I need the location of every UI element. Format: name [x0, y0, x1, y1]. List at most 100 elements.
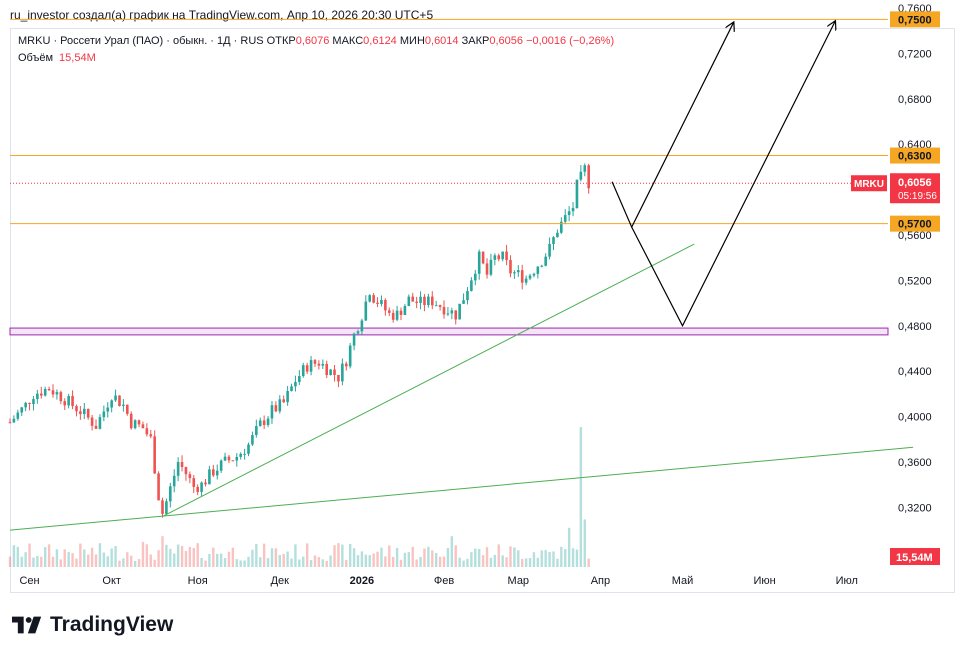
candle-body: [8, 422, 12, 424]
candle: [427, 293, 430, 308]
volume-bar: [458, 557, 461, 567]
volume-bar: [251, 549, 254, 567]
tradingview-logo-icon: [12, 616, 42, 634]
volume-bar: [380, 547, 383, 567]
volume-bar: [83, 549, 86, 567]
candle-body: [102, 411, 106, 418]
candle-body: [247, 444, 250, 454]
tradingview-logo[interactable]: TradingView: [12, 613, 173, 637]
volume-bar: [43, 547, 47, 567]
candle: [196, 484, 199, 496]
volume-bar: [255, 543, 258, 567]
volume-bar: [446, 547, 450, 567]
y-axis-tick: 0,3200: [898, 502, 932, 514]
candle: [141, 421, 145, 429]
volume-bar: [79, 543, 82, 567]
candle-body: [395, 310, 399, 320]
volume-bar: [423, 548, 426, 567]
candle-body: [196, 486, 199, 492]
candle: [419, 291, 422, 310]
volume-bar: [352, 548, 356, 567]
volume-bar: [294, 544, 297, 567]
candle-body: [290, 386, 293, 391]
volume-bar: [305, 543, 309, 567]
symbol-badge-bg: [851, 175, 887, 192]
candle: [344, 361, 348, 371]
candle-body: [227, 456, 231, 461]
volume-bar: [454, 545, 457, 567]
candle-body: [39, 393, 43, 396]
volume-bar: [192, 548, 195, 567]
candle: [145, 423, 149, 437]
candle-body: [571, 208, 575, 212]
candle-body: [587, 165, 590, 189]
candle-body: [489, 259, 493, 275]
price-chart[interactable]: 0,76000,72000,68000,64000,56000,52000,48…: [0, 0, 965, 600]
volume-bar: [149, 554, 152, 567]
candle-body: [450, 310, 454, 314]
candle-body: [145, 428, 149, 435]
current-price-tag: MRKU 0,6056 05:19:56: [851, 173, 940, 204]
candle-body: [176, 462, 180, 476]
volume-bar: [223, 558, 227, 567]
candle-body: [360, 320, 364, 332]
candle-body: [133, 420, 137, 429]
candle: [270, 400, 274, 424]
volume-bar: [450, 536, 454, 567]
candle: [255, 419, 258, 438]
volume-bar: [184, 551, 188, 567]
candle-body: [563, 215, 567, 222]
candle-body: [317, 363, 321, 366]
volume-bar: [434, 552, 438, 567]
volume-bar: [356, 555, 360, 567]
candle-body: [258, 420, 262, 427]
candle-body: [219, 460, 223, 471]
candle: [243, 448, 246, 460]
projection-path: [631, 22, 835, 328]
volume-bar: [59, 559, 63, 567]
candle-body: [387, 310, 391, 313]
candle-body: [98, 417, 102, 429]
chart-frame: [10, 28, 955, 593]
candle-body: [215, 470, 219, 476]
candle: [434, 300, 438, 307]
candle: [20, 406, 24, 416]
candle: [520, 264, 524, 290]
volume-bar: [63, 549, 66, 567]
x-axis-label: Июн: [754, 575, 776, 587]
volume-bar: [20, 556, 23, 567]
volume-bar: [587, 558, 590, 567]
volume-bar: [219, 553, 223, 567]
candle: [16, 409, 20, 421]
low-value: 0,6014: [424, 35, 459, 47]
candle: [407, 294, 411, 307]
x-axis-label: Май: [672, 575, 694, 587]
candle-body: [407, 296, 411, 307]
candle: [235, 453, 239, 467]
close-value: 0,6056: [489, 35, 523, 47]
level-price-tag: 0,7500: [890, 11, 940, 28]
volume-bar: [196, 543, 199, 567]
x-axis-label: Апр: [591, 575, 610, 587]
volume-bar: [145, 544, 149, 567]
candle: [364, 295, 368, 322]
volume-bar: [75, 558, 78, 567]
volume-bar: [114, 546, 117, 567]
candle: [75, 404, 78, 417]
candle-body: [501, 251, 504, 260]
volume-bar: [478, 549, 481, 567]
y-axis-tick: 0,4800: [898, 321, 932, 333]
candle: [110, 399, 113, 413]
candle: [32, 396, 35, 411]
candle-body: [337, 374, 340, 382]
symbol-badge-label: MRKU: [854, 179, 884, 190]
volume-bar: [133, 560, 137, 567]
candle-body: [520, 270, 524, 283]
volume-bar: [466, 558, 469, 567]
candle: [192, 475, 196, 493]
volume-bar: [262, 543, 266, 567]
candle-body: [532, 273, 536, 276]
candle-body: [430, 296, 434, 306]
candle: [513, 270, 516, 279]
candle-body: [184, 467, 188, 475]
